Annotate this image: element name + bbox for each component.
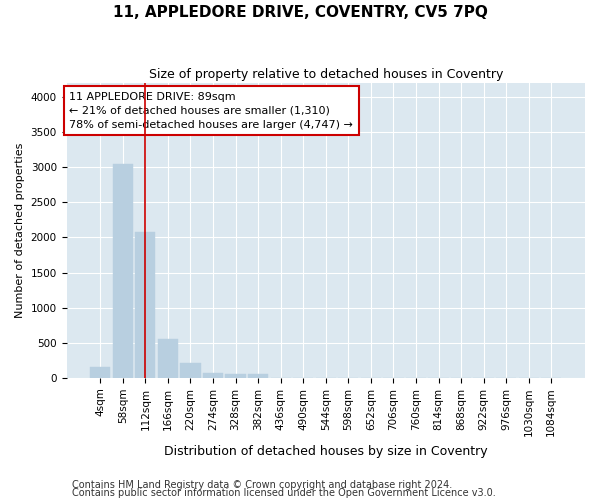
- Y-axis label: Number of detached properties: Number of detached properties: [15, 143, 25, 318]
- Bar: [203, 372, 223, 378]
- Text: Contains public sector information licensed under the Open Government Licence v3: Contains public sector information licen…: [72, 488, 496, 498]
- Bar: [248, 374, 268, 378]
- Bar: [90, 368, 110, 378]
- Bar: [158, 339, 178, 378]
- X-axis label: Distribution of detached houses by size in Coventry: Distribution of detached houses by size …: [164, 444, 488, 458]
- Text: Contains HM Land Registry data © Crown copyright and database right 2024.: Contains HM Land Registry data © Crown c…: [72, 480, 452, 490]
- Text: 11 APPLEDORE DRIVE: 89sqm
← 21% of detached houses are smaller (1,310)
78% of se: 11 APPLEDORE DRIVE: 89sqm ← 21% of detac…: [69, 92, 353, 130]
- Title: Size of property relative to detached houses in Coventry: Size of property relative to detached ho…: [149, 68, 503, 80]
- Bar: [113, 164, 133, 378]
- Bar: [135, 232, 155, 378]
- Bar: [181, 364, 200, 378]
- Text: 11, APPLEDORE DRIVE, COVENTRY, CV5 7PQ: 11, APPLEDORE DRIVE, COVENTRY, CV5 7PQ: [113, 5, 487, 20]
- Bar: [226, 374, 246, 378]
